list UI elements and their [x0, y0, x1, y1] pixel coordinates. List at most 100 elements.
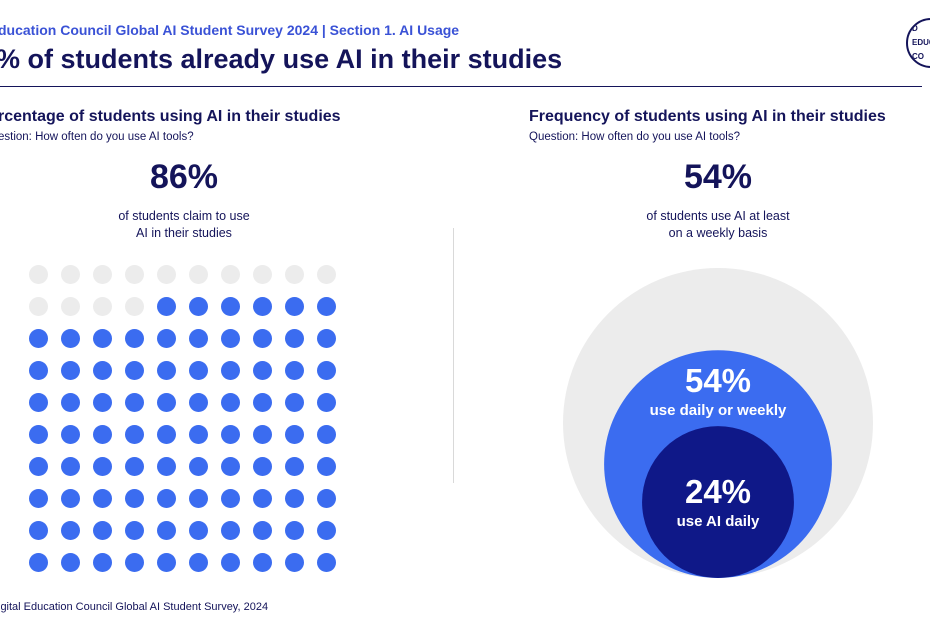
- waffle-chart: [29, 265, 349, 585]
- waffle-dot-filled: [221, 329, 240, 348]
- waffle-dot-filled: [125, 553, 144, 572]
- waffle-dot-filled: [253, 457, 272, 476]
- bubble-value-weekly: 54%: [684, 362, 752, 399]
- waffle-dot-filled: [93, 489, 112, 508]
- waffle-dot-filled: [93, 329, 112, 348]
- source-note: igital Education Council Global AI Stude…: [0, 601, 269, 613]
- waffle-dot-filled: [285, 361, 304, 380]
- waffle-dot-filled: [157, 393, 176, 412]
- panel-divider: [453, 228, 454, 483]
- waffle-dot-filled: [285, 553, 304, 572]
- waffle-dot-filled: [253, 361, 272, 380]
- waffle-dot-filled: [157, 521, 176, 540]
- waffle-dot-filled: [157, 297, 176, 316]
- waffle-dot-filled: [29, 457, 48, 476]
- waffle-dot-filled: [189, 297, 208, 316]
- waffle-dot-filled: [285, 425, 304, 444]
- right-panel-question: Question: How often do you use AI tools?: [529, 131, 740, 143]
- waffle-dot-filled: [253, 297, 272, 316]
- bubble-text-weekly: use daily or weekly: [649, 402, 787, 419]
- waffle-dot-filled: [125, 521, 144, 540]
- left-panel-title: rcentage of students using AI in their s…: [0, 108, 341, 125]
- waffle-dot-filled: [157, 329, 176, 348]
- waffle-dot-filled: [253, 393, 272, 412]
- waffle-dot-filled: [221, 521, 240, 540]
- waffle-dot-filled: [93, 457, 112, 476]
- waffle-dot-empty: [285, 265, 304, 284]
- waffle-dot-filled: [285, 457, 304, 476]
- waffle-dot-filled: [125, 361, 144, 380]
- waffle-dot-filled: [221, 553, 240, 572]
- bubble-daily: [642, 426, 794, 578]
- waffle-dot-empty: [93, 297, 112, 316]
- waffle-dot-filled: [189, 489, 208, 508]
- bubble-label-daily: 24% use AI daily: [618, 473, 818, 530]
- waffle-dot-empty: [125, 265, 144, 284]
- waffle-dot-filled: [61, 457, 80, 476]
- right-big-stat: 54%: [683, 158, 753, 196]
- waffle-dot-filled: [125, 489, 144, 508]
- waffle-dot-filled: [189, 521, 208, 540]
- waffle-dot-empty: [157, 265, 176, 284]
- waffle-dot-filled: [157, 457, 176, 476]
- waffle-dot-filled: [253, 553, 272, 572]
- waffle-dot-filled: [157, 361, 176, 380]
- waffle-dot-empty: [317, 265, 336, 284]
- left-stat-caption: of students claim to use AI in their stu…: [34, 208, 334, 242]
- waffle-dot-filled: [61, 329, 80, 348]
- waffle-dot-filled: [61, 553, 80, 572]
- waffle-dot-filled: [125, 329, 144, 348]
- waffle-dot-filled: [253, 329, 272, 348]
- waffle-dot-filled: [93, 393, 112, 412]
- waffle-dot-filled: [285, 329, 304, 348]
- waffle-dot-filled: [317, 393, 336, 412]
- waffle-dot-filled: [125, 425, 144, 444]
- waffle-dot-filled: [93, 553, 112, 572]
- right-caption-line-1: of students use AI at least: [646, 209, 790, 223]
- waffle-dot-filled: [29, 521, 48, 540]
- waffle-dot-filled: [317, 457, 336, 476]
- waffle-dot-filled: [189, 329, 208, 348]
- waffle-dot-filled: [29, 489, 48, 508]
- waffle-dot-filled: [285, 393, 304, 412]
- waffle-dot-filled: [285, 521, 304, 540]
- waffle-dot-filled: [317, 361, 336, 380]
- bubble-label-weekly: 54% use daily or weekly: [618, 362, 818, 419]
- waffle-dot-filled: [157, 425, 176, 444]
- waffle-dot-filled: [61, 489, 80, 508]
- waffle-dot-filled: [93, 361, 112, 380]
- waffle-dot-filled: [29, 425, 48, 444]
- left-caption-line-2: AI in their studies: [136, 226, 232, 240]
- left-panel-question: estion: How often do you use AI tools?: [0, 131, 194, 143]
- waffle-dot-filled: [189, 361, 208, 380]
- waffle-dot-filled: [125, 393, 144, 412]
- waffle-dot-filled: [253, 521, 272, 540]
- waffle-dot-empty: [93, 265, 112, 284]
- waffle-dot-filled: [189, 425, 208, 444]
- right-caption-line-2: on a weekly basis: [668, 226, 768, 240]
- waffle-dot-filled: [317, 329, 336, 348]
- left-caption-line-1: of students claim to use: [118, 209, 250, 223]
- waffle-dot-filled: [317, 521, 336, 540]
- waffle-dot-empty: [253, 265, 272, 284]
- waffle-dot-filled: [253, 425, 272, 444]
- waffle-dot-filled: [61, 521, 80, 540]
- bubble-text-daily: use AI daily: [676, 513, 760, 530]
- waffle-dot-filled: [253, 489, 272, 508]
- waffle-dot-filled: [221, 425, 240, 444]
- bubble-value-daily: 24%: [684, 473, 752, 510]
- waffle-dot-filled: [61, 393, 80, 412]
- waffle-dot-filled: [29, 361, 48, 380]
- waffle-dot-empty: [61, 297, 80, 316]
- waffle-dot-filled: [189, 553, 208, 572]
- logo-line-1: D: [912, 24, 918, 33]
- waffle-dot-filled: [221, 457, 240, 476]
- waffle-dot-filled: [157, 553, 176, 572]
- waffle-dot-filled: [317, 489, 336, 508]
- waffle-dot-filled: [221, 297, 240, 316]
- waffle-dot-empty: [29, 265, 48, 284]
- waffle-dot-filled: [157, 489, 176, 508]
- title-rule: [0, 86, 922, 87]
